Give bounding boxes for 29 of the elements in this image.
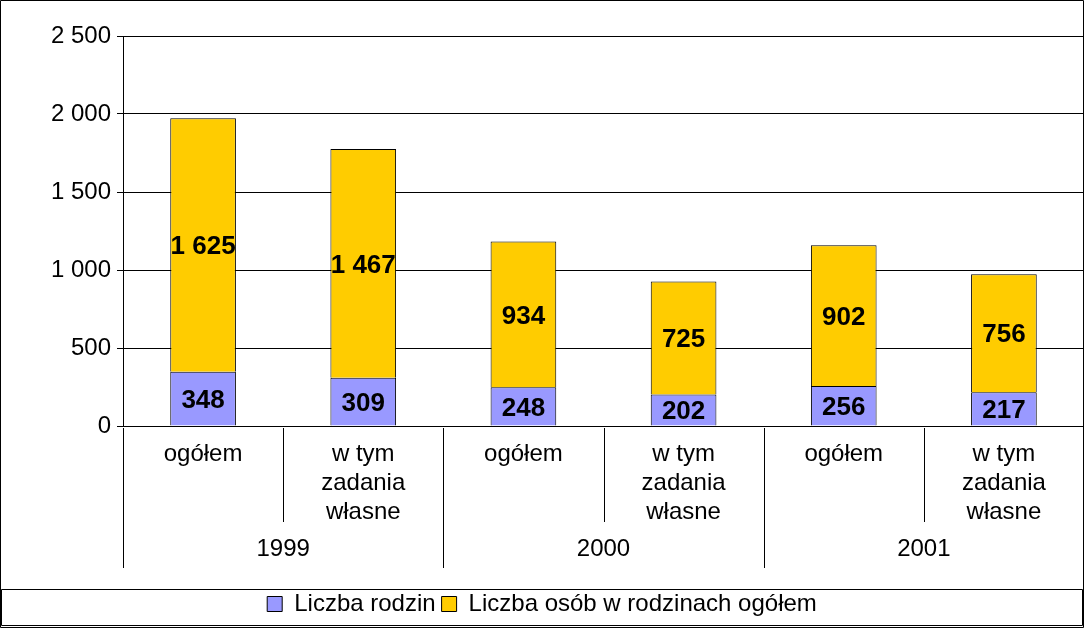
data-label: 1 467 — [330, 248, 396, 279]
y-tick-label: 2 000 — [50, 98, 111, 126]
data-label: 217 — [982, 394, 1026, 424]
data-label: 756 — [982, 318, 1026, 349]
x-tick-label: ogółem — [163, 439, 243, 467]
data-label: 902 — [822, 300, 866, 331]
data-label: 248 — [501, 391, 546, 422]
legend-label: Liczba osób w rodzinach ogółem — [468, 588, 817, 616]
y-tick-label: 500 — [70, 332, 111, 360]
data-label: 202 — [661, 395, 706, 426]
text: 1999 — [256, 533, 310, 561]
data-label: 309 — [341, 386, 385, 417]
data-label: 725 — [661, 323, 706, 354]
y-tick-label: 1 500 — [50, 176, 111, 204]
x-tick-label: ogółem — [804, 439, 884, 467]
legend-label: Liczba rodzin — [294, 588, 436, 616]
y-tick-label: 1 000 — [50, 254, 111, 282]
data-label: 1 625 — [170, 230, 236, 261]
text: 2000 — [576, 533, 631, 561]
x-tick-label: w tym zadania własne — [321, 439, 406, 524]
y-tick-label: 2 500 — [50, 20, 111, 48]
y-tick-label: 0 — [97, 410, 111, 438]
x-tick-label: w tym zadania własne — [641, 439, 727, 524]
x-tick-label: ogółem — [484, 439, 563, 467]
data-label: 934 — [501, 299, 546, 330]
text: 2001 — [897, 533, 951, 561]
data-label: 348 — [181, 383, 225, 414]
data-label: 256 — [822, 390, 866, 421]
x-tick-label: w tym zadania własne — [961, 439, 1047, 524]
